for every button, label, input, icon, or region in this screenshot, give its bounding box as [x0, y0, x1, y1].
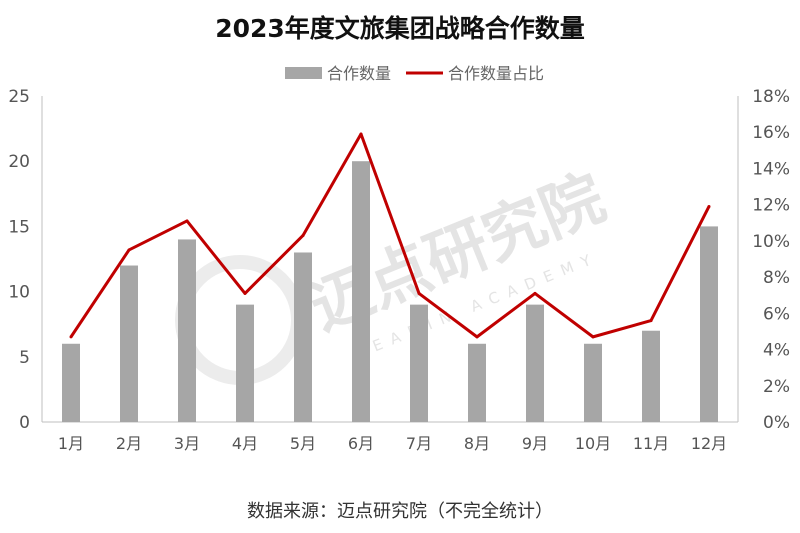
right-tick-label: 0%	[763, 413, 790, 433]
x-tick-label: 11月	[633, 434, 669, 453]
source-note: 数据来源：迈点研究院（不完全统计）	[247, 501, 553, 522]
left-tick-label: 15	[8, 217, 30, 237]
bar-3月	[178, 239, 196, 422]
bar-11月	[642, 330, 660, 422]
right-tick-label: 14%	[752, 159, 790, 179]
legend-bar-label: 合作数量	[327, 64, 391, 83]
bar-6月	[352, 161, 370, 422]
line-point-3月	[185, 219, 189, 223]
line-point-4月	[243, 291, 247, 295]
left-tick-label: 20	[8, 152, 30, 172]
line-point-9月	[533, 291, 537, 295]
x-tick-label: 12月	[691, 434, 727, 453]
left-tick-label: 10	[8, 283, 30, 303]
bar-10月	[584, 343, 602, 422]
x-tick-label: 3月	[174, 434, 200, 453]
chart-title: 2023年度文旅集团战略合作数量	[215, 14, 585, 43]
line-point-1月	[69, 335, 73, 339]
x-tick-label: 4月	[232, 434, 258, 453]
right-tick-label: 8%	[763, 268, 790, 288]
bar-8月	[468, 343, 486, 422]
line-point-8月	[475, 335, 479, 339]
bar-12月	[700, 226, 718, 422]
legend-bar-swatch	[285, 67, 322, 79]
left-tick-label: 0	[19, 413, 30, 433]
right-tick-label: 18%	[752, 87, 790, 107]
legend: 合作数量 合作数量占比	[285, 64, 544, 83]
axes	[41, 96, 739, 423]
right-tick-label: 4%	[763, 341, 790, 361]
x-tick-label: 8月	[464, 434, 490, 453]
left-axis-ticks: 0 5 10 15 20 25	[8, 87, 30, 433]
x-tick-label: 5月	[290, 434, 316, 453]
bar-series	[62, 161, 718, 422]
line-series	[69, 132, 711, 339]
x-tick-label: 1月	[58, 434, 84, 453]
x-axis-ticks: 1月 2月 3月 4月 5月 6月 7月 8月 9月 10月 11月 12月	[58, 434, 727, 453]
right-axis-ticks: 0% 2% 4% 6% 8% 10% 12% 14% 16% 18%	[752, 87, 790, 433]
bar-4月	[236, 304, 254, 422]
x-tick-label: 2月	[116, 434, 142, 453]
right-tick-label: 16%	[752, 123, 790, 143]
line-point-7月	[417, 291, 421, 295]
bar-9月	[526, 304, 544, 422]
line-point-11月	[649, 319, 653, 323]
right-tick-label: 12%	[752, 196, 790, 216]
line-point-12月	[707, 204, 711, 208]
bar-7月	[410, 304, 428, 422]
bar-5月	[294, 252, 312, 422]
line-point-2月	[127, 248, 131, 252]
left-tick-label: 5	[19, 348, 30, 368]
x-tick-label: 6月	[348, 434, 374, 453]
bar-1月	[62, 343, 80, 422]
x-tick-label: 7月	[406, 434, 432, 453]
right-tick-label: 6%	[763, 304, 790, 324]
x-tick-label: 10月	[575, 434, 611, 453]
legend-line-label: 合作数量占比	[448, 64, 544, 83]
line-point-10月	[591, 335, 595, 339]
bar-2月	[120, 265, 138, 422]
left-tick-label: 25	[8, 87, 30, 107]
right-tick-label: 2%	[763, 377, 790, 397]
line-point-5月	[301, 233, 305, 237]
line-point-6月	[359, 132, 363, 136]
line-path	[69, 132, 711, 339]
x-tick-label: 9月	[522, 434, 548, 453]
right-tick-label: 10%	[752, 232, 790, 252]
